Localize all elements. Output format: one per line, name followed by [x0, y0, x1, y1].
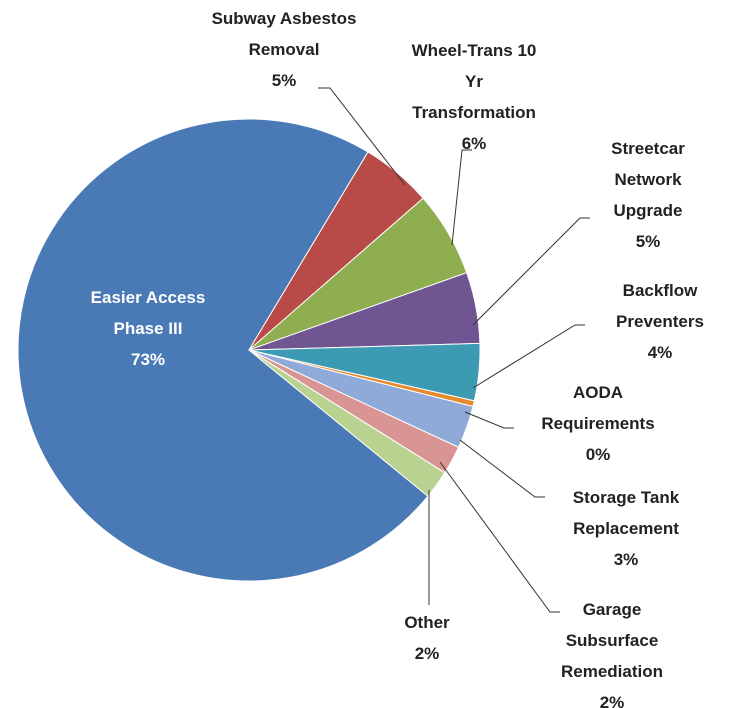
value-label: 4% [647, 343, 673, 362]
leader-line [318, 87, 406, 186]
slice-label: AODA Requirements 0% [533, 377, 663, 470]
category-label: Wheel-Trans 10 Yr Transformation [411, 41, 537, 122]
slice-label: Backflow Preventers 4% [600, 275, 720, 368]
value-label: 5% [271, 71, 297, 90]
leader-line [472, 324, 585, 389]
value-label: 5% [635, 232, 661, 251]
category-label: Garage Subsurface Remediation [560, 600, 664, 681]
category-label: Storage Tank Replacement [572, 488, 680, 538]
pie-slice [248, 349, 446, 497]
value-label: 0% [585, 445, 611, 464]
slice-label: Easier Access Phase III 73% [78, 282, 218, 375]
value-label: 73% [130, 350, 166, 369]
value-label: 2% [599, 693, 625, 708]
slice-label: Wheel-Trans 10 Yr Transformation 6% [404, 35, 544, 159]
leader-line [472, 217, 590, 326]
value-label: 6% [461, 134, 487, 153]
leader-line [439, 461, 560, 613]
category-label: Easier Access Phase III [90, 288, 206, 338]
leader-line [451, 149, 472, 246]
slice-label: Streetcar Network Upgrade 5% [598, 133, 698, 257]
category-label: Backflow Preventers [616, 281, 704, 331]
category-label: Streetcar Network Upgrade [611, 139, 685, 220]
value-label: 2% [414, 644, 440, 663]
slice-label: Other 2% [387, 607, 467, 669]
category-label: Other [404, 613, 450, 632]
slice-label: Storage Tank Replacement 3% [551, 482, 701, 575]
pie-slice [17, 118, 429, 582]
value-label: 3% [613, 550, 639, 569]
leader-line [464, 411, 514, 429]
slice-label: Subway Asbestos Removal 5% [199, 3, 369, 96]
category-label: AODA Requirements [541, 383, 655, 433]
leader-line [459, 439, 545, 498]
category-label: Subway Asbestos Removal [211, 9, 357, 59]
slice-label: Garage Subsurface Remediation 2% [552, 594, 672, 708]
